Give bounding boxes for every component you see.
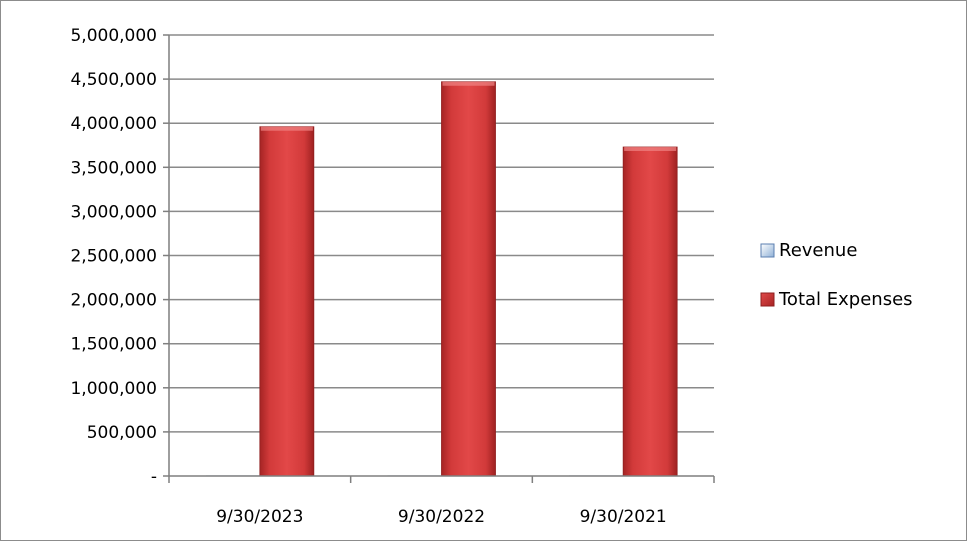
legend-label-total-expenses: Total Expenses (778, 289, 913, 310)
y-tick-label: - (151, 467, 157, 487)
bar-top-highlight (260, 126, 313, 131)
x-axis-tick-labels: 9/30/2023 9/30/2022 9/30/2021 (216, 507, 667, 527)
legend-item: Revenue (760, 240, 857, 261)
axes (163, 34, 715, 483)
bar-total-expenses (441, 81, 496, 477)
legend-swatch-revenue (760, 243, 775, 258)
y-axis-tick-labels: - 500,000 1,000,000 1,500,000 2,000,000 2,500… (70, 26, 157, 487)
legend-swatch-total-expenses (760, 292, 775, 307)
legend-item: Total Expenses (760, 289, 913, 310)
x-tick-label: 9/30/2023 (216, 507, 303, 527)
legend-label-revenue: Revenue (779, 240, 857, 261)
bar-total-expenses (259, 126, 315, 477)
bar-top-highlight (442, 81, 495, 86)
bars (205, 81, 678, 477)
y-tick-label: 3,000,000 (70, 202, 157, 222)
y-tick-label: 4,000,000 (70, 114, 157, 134)
x-tick-label: 9/30/2022 (398, 507, 485, 527)
y-tick-label: 5,000,000 (70, 26, 157, 46)
x-tick-label: 9/30/2021 (580, 507, 667, 527)
y-tick-label: 3,500,000 (70, 158, 157, 178)
y-tick-label: 2,500,000 (70, 247, 157, 267)
bar-top-highlight (624, 147, 677, 152)
y-tick-label: 4,500,000 (70, 70, 157, 90)
y-tick-label: 1,500,000 (70, 335, 157, 355)
legend: Revenue Total Expenses (760, 240, 913, 310)
y-tick-label: 2,000,000 (70, 291, 157, 311)
y-tick-label: 500,000 (87, 423, 157, 443)
y-tick-label: 1,000,000 (70, 379, 157, 399)
bar-total-expenses (622, 146, 678, 477)
